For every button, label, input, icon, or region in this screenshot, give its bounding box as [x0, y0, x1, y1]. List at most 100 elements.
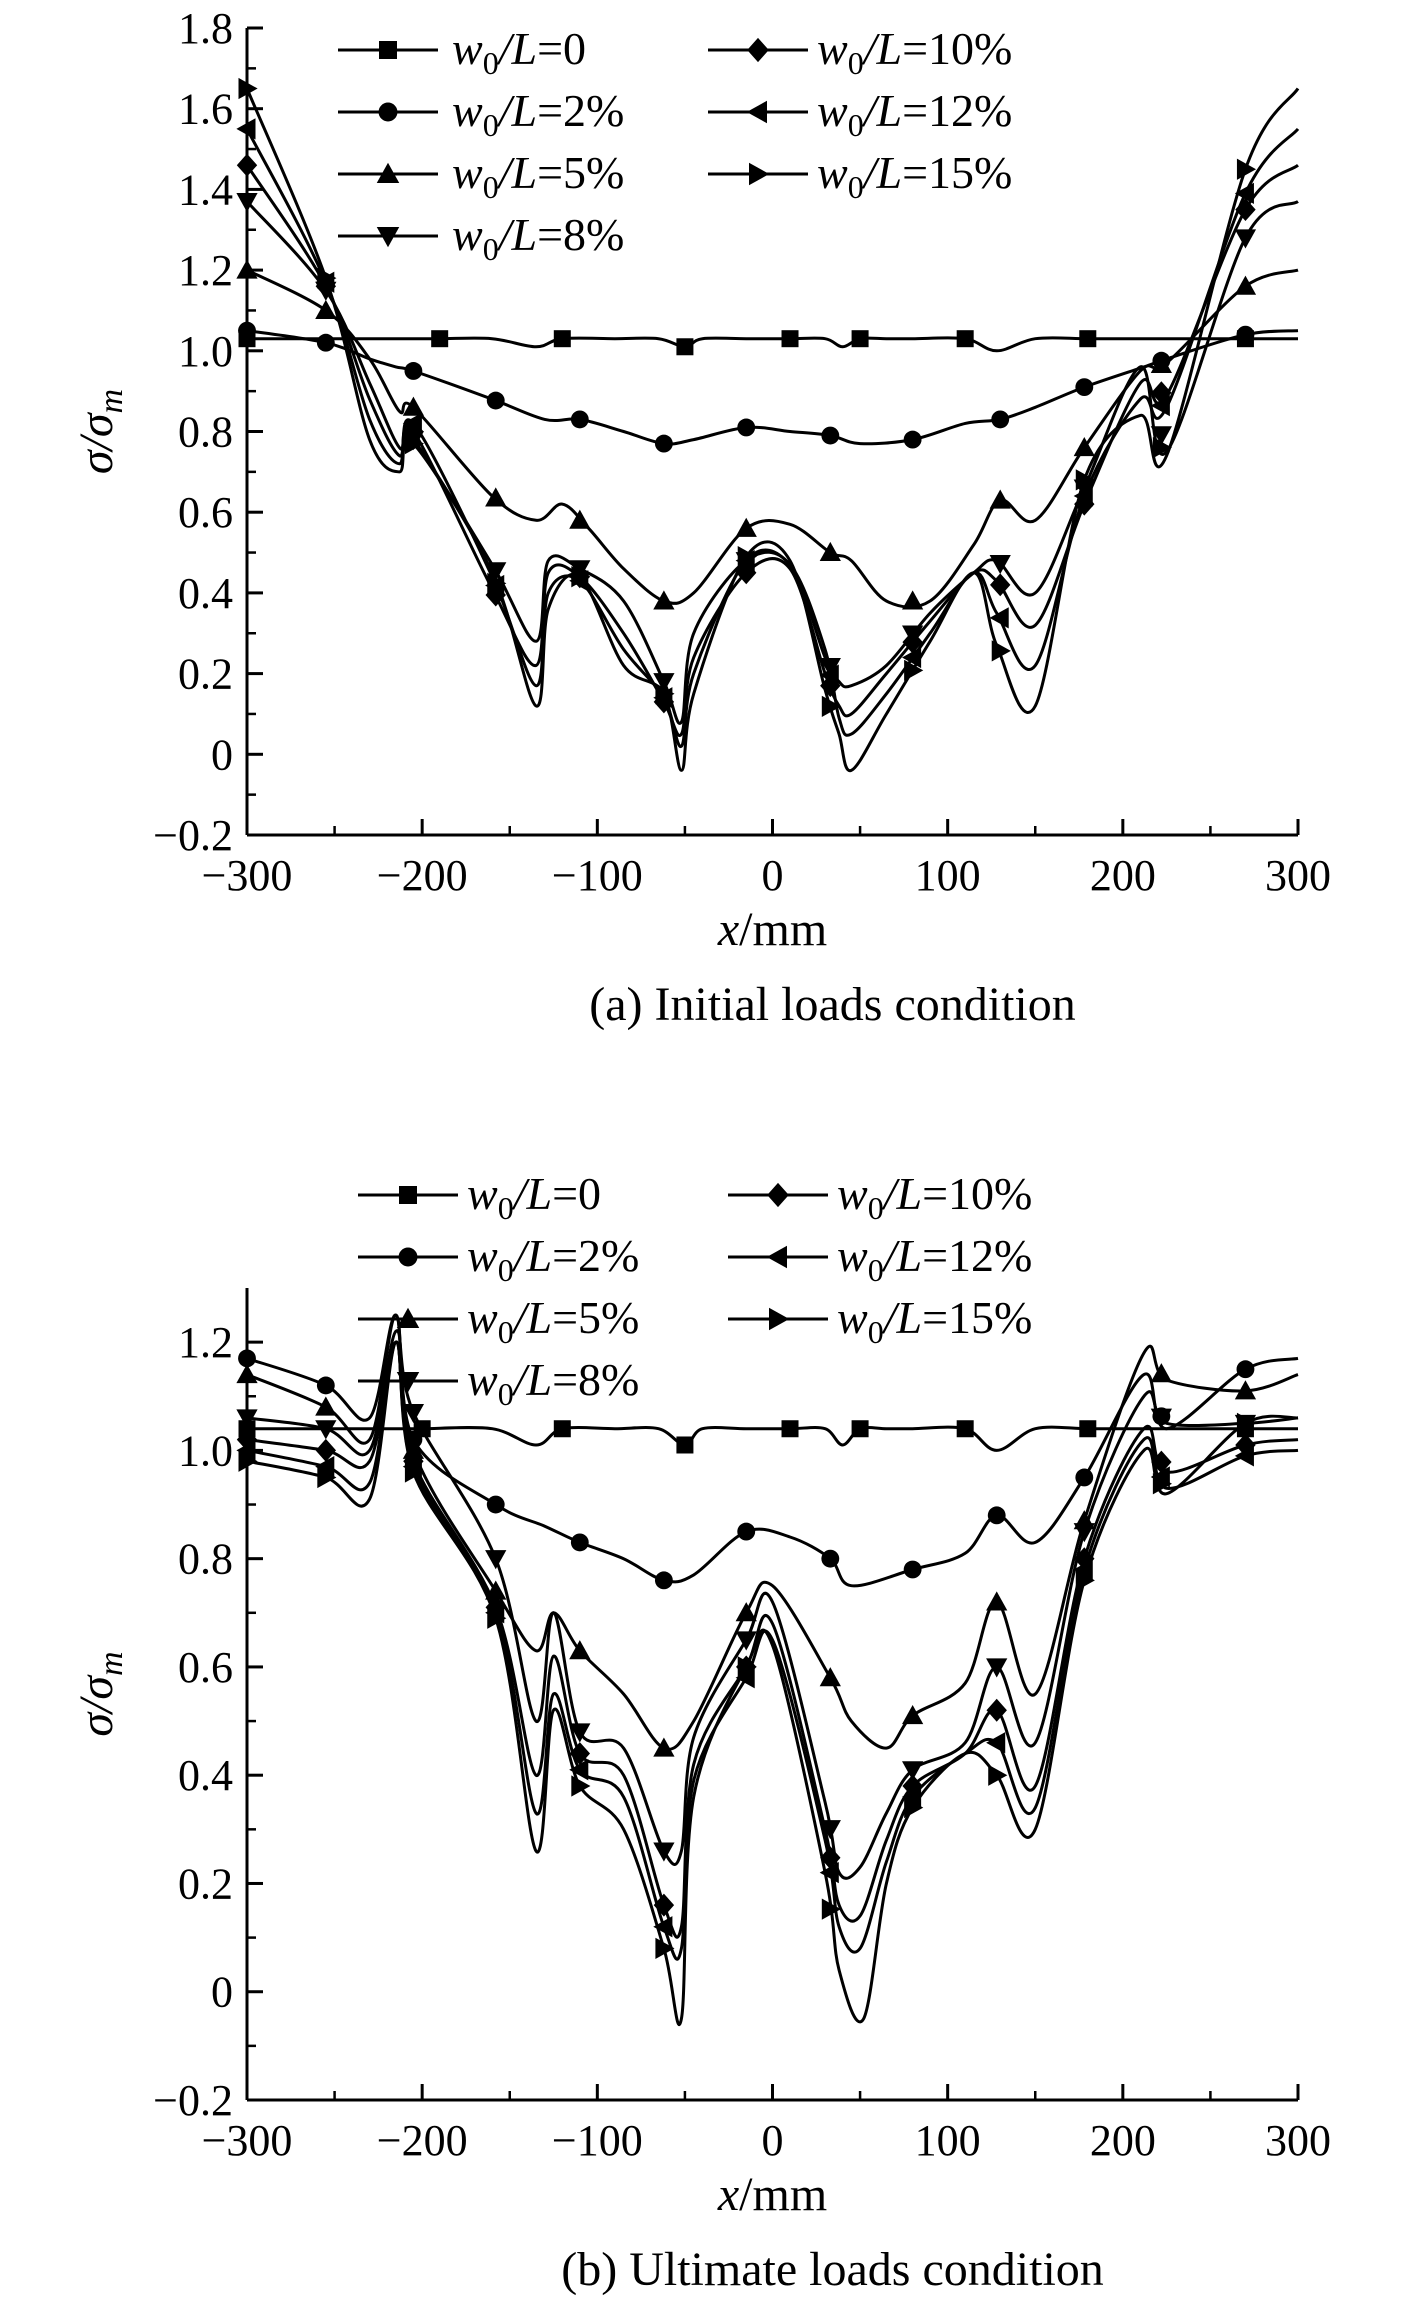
data-point [571, 1775, 591, 1797]
data-point [570, 410, 589, 429]
series-0 [238, 330, 1298, 356]
data-point [569, 509, 591, 529]
data-point [316, 333, 335, 352]
y-tick-label: 1.6 [178, 85, 233, 134]
legend-marker [746, 100, 767, 124]
data-point [1150, 1408, 1172, 1428]
data-point [404, 1461, 425, 1483]
chart-a: −0.2 0 0.2 0.4 0.6 0.8 1.0 1.2 1.4 1.6 1.8 −300 −200… [70, 4, 1331, 1031]
x-axis-label: x/mm [717, 903, 827, 956]
data-point [238, 1450, 258, 1472]
y-tick-label: 0.2 [178, 650, 233, 699]
data-point [986, 1591, 1008, 1611]
data-point [902, 1761, 924, 1781]
legend-entry: w0/L=8% [452, 209, 624, 267]
y-tick-label: 0 [211, 1968, 233, 2017]
series-4 [236, 1340, 1299, 1939]
y-tick-label: 1.2 [178, 1318, 233, 1367]
data-point [735, 517, 757, 537]
data-point [315, 1456, 335, 1478]
series-3 [236, 193, 1299, 725]
data-point [1234, 275, 1257, 295]
x-tick-label: −200 [377, 2116, 468, 2165]
data-point [236, 153, 258, 177]
chart-caption: (b) Ultimate loads condition [561, 2243, 1104, 2296]
x-axis-label: x/mm [717, 2168, 827, 2221]
data-point [315, 1420, 337, 1440]
data-point [485, 1550, 507, 1570]
x-tick-label: 300 [1265, 2116, 1331, 2165]
data-point [1236, 325, 1255, 344]
x-tick-label: 100 [915, 851, 981, 900]
legend-entry: w0/L=8% [467, 1354, 639, 1412]
series-3 [236, 1329, 1299, 1880]
series-2 [236, 1313, 1299, 1757]
data-point [820, 1846, 841, 1870]
series-line [246, 1313, 1299, 1588]
data-point [402, 396, 425, 416]
data-point [676, 1436, 694, 1454]
data-point [676, 338, 694, 356]
data-point [655, 1937, 675, 1960]
y-tick-label: 0.4 [178, 569, 233, 618]
data-point [553, 330, 571, 348]
legend-entry: w0/L=2% [452, 85, 624, 143]
y-tick-label: −0.2 [153, 811, 233, 860]
x-tick-label: 200 [1090, 851, 1156, 900]
data-point [1152, 1473, 1172, 1495]
data-point [1075, 469, 1095, 491]
y-tick-label: 1.8 [178, 4, 233, 53]
y-tick-label: 1.4 [178, 165, 233, 214]
data-point [653, 1737, 675, 1757]
data-point [737, 1656, 757, 1678]
y-tick-label: −0.2 [153, 2076, 233, 2125]
data-point [986, 1658, 1008, 1678]
data-point [851, 1420, 869, 1438]
data-point [737, 1522, 756, 1541]
data-point [653, 1916, 673, 1938]
series-1 [238, 321, 1299, 453]
x-tick-label: −100 [552, 2116, 643, 2165]
data-point [1073, 437, 1095, 457]
data-point [1074, 1547, 1095, 1571]
legend-marker [398, 1247, 418, 1267]
data-point [570, 1533, 589, 1552]
y-tick-label: 0.2 [178, 1859, 233, 1908]
data-point [238, 321, 256, 340]
data-point [820, 674, 841, 698]
legend-entry: w0/L=12% [837, 1230, 1032, 1288]
data-point [1236, 158, 1257, 180]
data-point [902, 590, 924, 610]
data-point [569, 1640, 591, 1660]
data-point [404, 362, 423, 380]
series-line [245, 87, 1300, 772]
x-tick-label: 200 [1090, 2116, 1156, 2165]
data-point [987, 1506, 1006, 1525]
data-point [1150, 1363, 1172, 1383]
data-point [487, 1607, 507, 1629]
data-point [904, 1797, 924, 1819]
data-point [1234, 1445, 1254, 1467]
data-point [819, 1667, 841, 1687]
data-point [737, 545, 757, 568]
legend-marker [767, 1182, 789, 1208]
data-point [737, 418, 756, 437]
x-tick-label: 100 [915, 2116, 981, 2165]
legend-entry: w0/L=2% [467, 1230, 639, 1288]
data-point [315, 299, 337, 319]
data-point [1150, 395, 1170, 417]
data-point [238, 77, 258, 100]
series-0 [238, 1420, 1298, 1454]
y-tick-label: 1.0 [178, 1426, 233, 1475]
data-point [317, 267, 337, 289]
x-tick-label: −200 [377, 851, 468, 900]
chart-b: −0.2 0 0.2 0.4 0.6 0.8 1.0 1.2 −300 −200 −100 0 100 2… [70, 1168, 1331, 2296]
legend: w0/L=0w0/L=2%w0/L=5%w0/L=8%w0/L=10%w0/L=… [358, 1168, 1032, 1412]
data-point [989, 489, 1011, 509]
data-point [735, 1667, 755, 1689]
data-point [903, 430, 922, 449]
data-point [486, 1495, 505, 1514]
y-tick-label: 1.2 [178, 246, 233, 295]
data-point [781, 1420, 799, 1438]
